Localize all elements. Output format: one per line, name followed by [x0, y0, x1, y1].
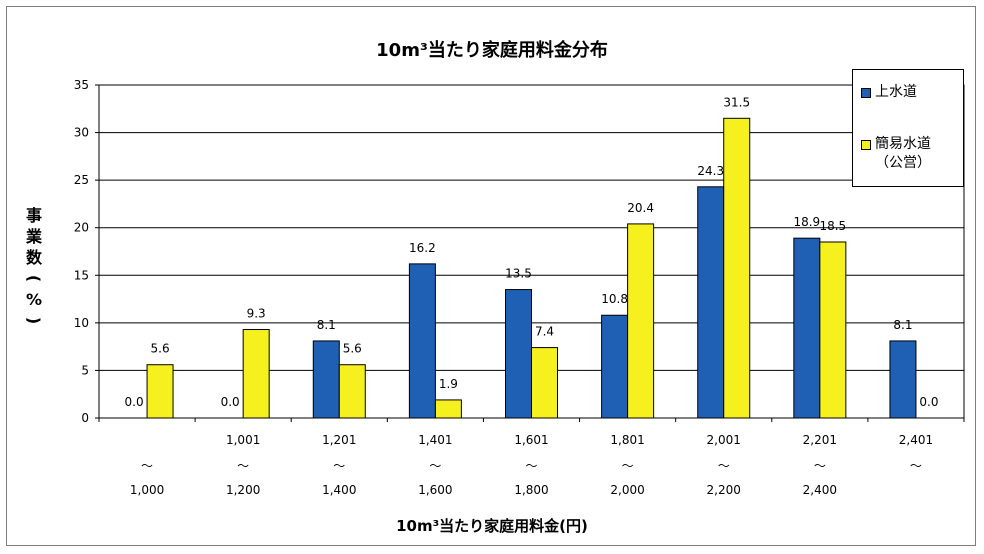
data-label-series-1: 16.2	[409, 241, 436, 255]
y-axis-title-char: 業	[25, 227, 42, 246]
y-tick-label: 15	[74, 268, 89, 282]
x-tick-label-from: 2,201	[803, 433, 837, 447]
x-tick-label-from: 1,201	[322, 433, 356, 447]
legend-label-series-1: 上水道	[875, 84, 917, 100]
bar-series-2	[338, 364, 366, 419]
data-label-series-1: 0.0	[125, 395, 144, 409]
bar-series-1	[505, 289, 532, 419]
y-tick-label: 10	[74, 316, 89, 330]
x-tick-label-to: 1,800	[514, 483, 548, 497]
data-label-series-2: 0.0	[919, 395, 938, 409]
legend-item-series-1: 上水道	[861, 83, 917, 102]
legend-label-series-2: 簡易水道 （公営）	[875, 136, 931, 171]
legend-swatch-series-2	[861, 140, 871, 150]
data-label-series-1: 8.1	[893, 318, 912, 332]
bar-series-1	[601, 314, 629, 419]
y-axis-title: 事業数(%)	[24, 205, 44, 331]
x-tick-label-to: 2,400	[803, 483, 837, 497]
bar-series-2	[723, 117, 751, 419]
y-tick-label: 20	[74, 221, 89, 235]
x-tick-label-tilde: ～	[237, 459, 249, 473]
data-label-series-2: 9.3	[247, 307, 266, 321]
x-tick-label-to: 1,400	[322, 483, 356, 497]
x-tick-label-from: 1,401	[418, 433, 452, 447]
x-tick-label-tilde: ～	[429, 459, 441, 473]
x-tick-label-tilde: ～	[525, 459, 537, 473]
data-label-series-2: 20.4	[627, 201, 654, 215]
chart-title: 10m³当たり家庭用料金分布	[376, 40, 608, 61]
y-tick-label: 5	[81, 363, 89, 377]
x-axis-title: 10m³当たり家庭用料金(円)	[396, 517, 588, 535]
data-label-series-1: 18.9	[793, 215, 820, 229]
y-axis-title-char: %	[25, 290, 43, 309]
x-tick-label-tilde: ～	[814, 459, 826, 473]
x-tick-label-to: 1,600	[418, 483, 452, 497]
y-tick-label: 0	[81, 411, 89, 425]
bar-series-1	[312, 340, 340, 419]
bar-series-1	[408, 263, 436, 419]
data-label-series-2: 7.4	[535, 325, 554, 339]
x-tick-label-tilde: ～	[622, 459, 634, 473]
data-label-series-2: 18.5	[819, 219, 846, 233]
bar-series-2	[627, 223, 655, 419]
bar-series-2	[242, 329, 270, 419]
data-label-series-1: 8.1	[317, 318, 336, 332]
legend-swatch-series-1	[861, 88, 871, 98]
bar-series-1	[889, 340, 917, 419]
y-axis-title-char: 数	[25, 248, 42, 267]
x-tick-label-to: 1,200	[226, 483, 260, 497]
bar-series-2	[819, 241, 847, 419]
y-axis-title-char: 事	[25, 206, 42, 225]
x-tick-label-from: 1,001	[226, 433, 260, 447]
x-tick-label-to: 2,000	[610, 483, 644, 497]
x-tick-label-from: 2,001	[707, 433, 741, 447]
y-tick-label: 25	[74, 173, 89, 187]
data-label-series-2: 1.9	[439, 377, 458, 391]
data-label-series-2: 31.5	[723, 95, 750, 109]
data-label-series-1: 13.5	[505, 267, 532, 281]
x-tick-label-from: 1,601	[514, 433, 548, 447]
bar-series-1	[697, 186, 725, 419]
y-tick-label: 30	[74, 126, 89, 140]
legend-item-series-2: 簡易水道 （公営）	[861, 135, 931, 173]
x-tick-label-tilde: ～	[718, 459, 730, 473]
data-label-series-1: 10.8	[601, 292, 628, 306]
x-tick-label-to: 2,200	[707, 483, 741, 497]
x-tick-label-tilde: ～	[141, 459, 153, 473]
y-tick-label: 35	[74, 78, 89, 92]
x-tick-label-from: 2,401	[899, 433, 933, 447]
x-tick-label-tilde: ～	[910, 459, 922, 473]
data-label-series-1: 0.0	[221, 395, 240, 409]
data-label-series-1: 24.3	[697, 164, 724, 178]
data-label-series-2: 5.6	[343, 342, 362, 356]
bar-series-2	[531, 347, 558, 419]
x-tick-label-to: 1,000	[130, 483, 164, 497]
chart-frame	[6, 6, 976, 546]
bar-series-1	[793, 237, 821, 419]
data-label-series-2: 5.6	[151, 342, 170, 356]
x-tick-label-from: 1,801	[610, 433, 644, 447]
x-tick-label-tilde: ～	[333, 459, 345, 473]
bar-series-2	[434, 399, 462, 419]
legend: 上水道 簡易水道 （公営）	[852, 69, 964, 187]
bar-series-2	[146, 364, 174, 419]
